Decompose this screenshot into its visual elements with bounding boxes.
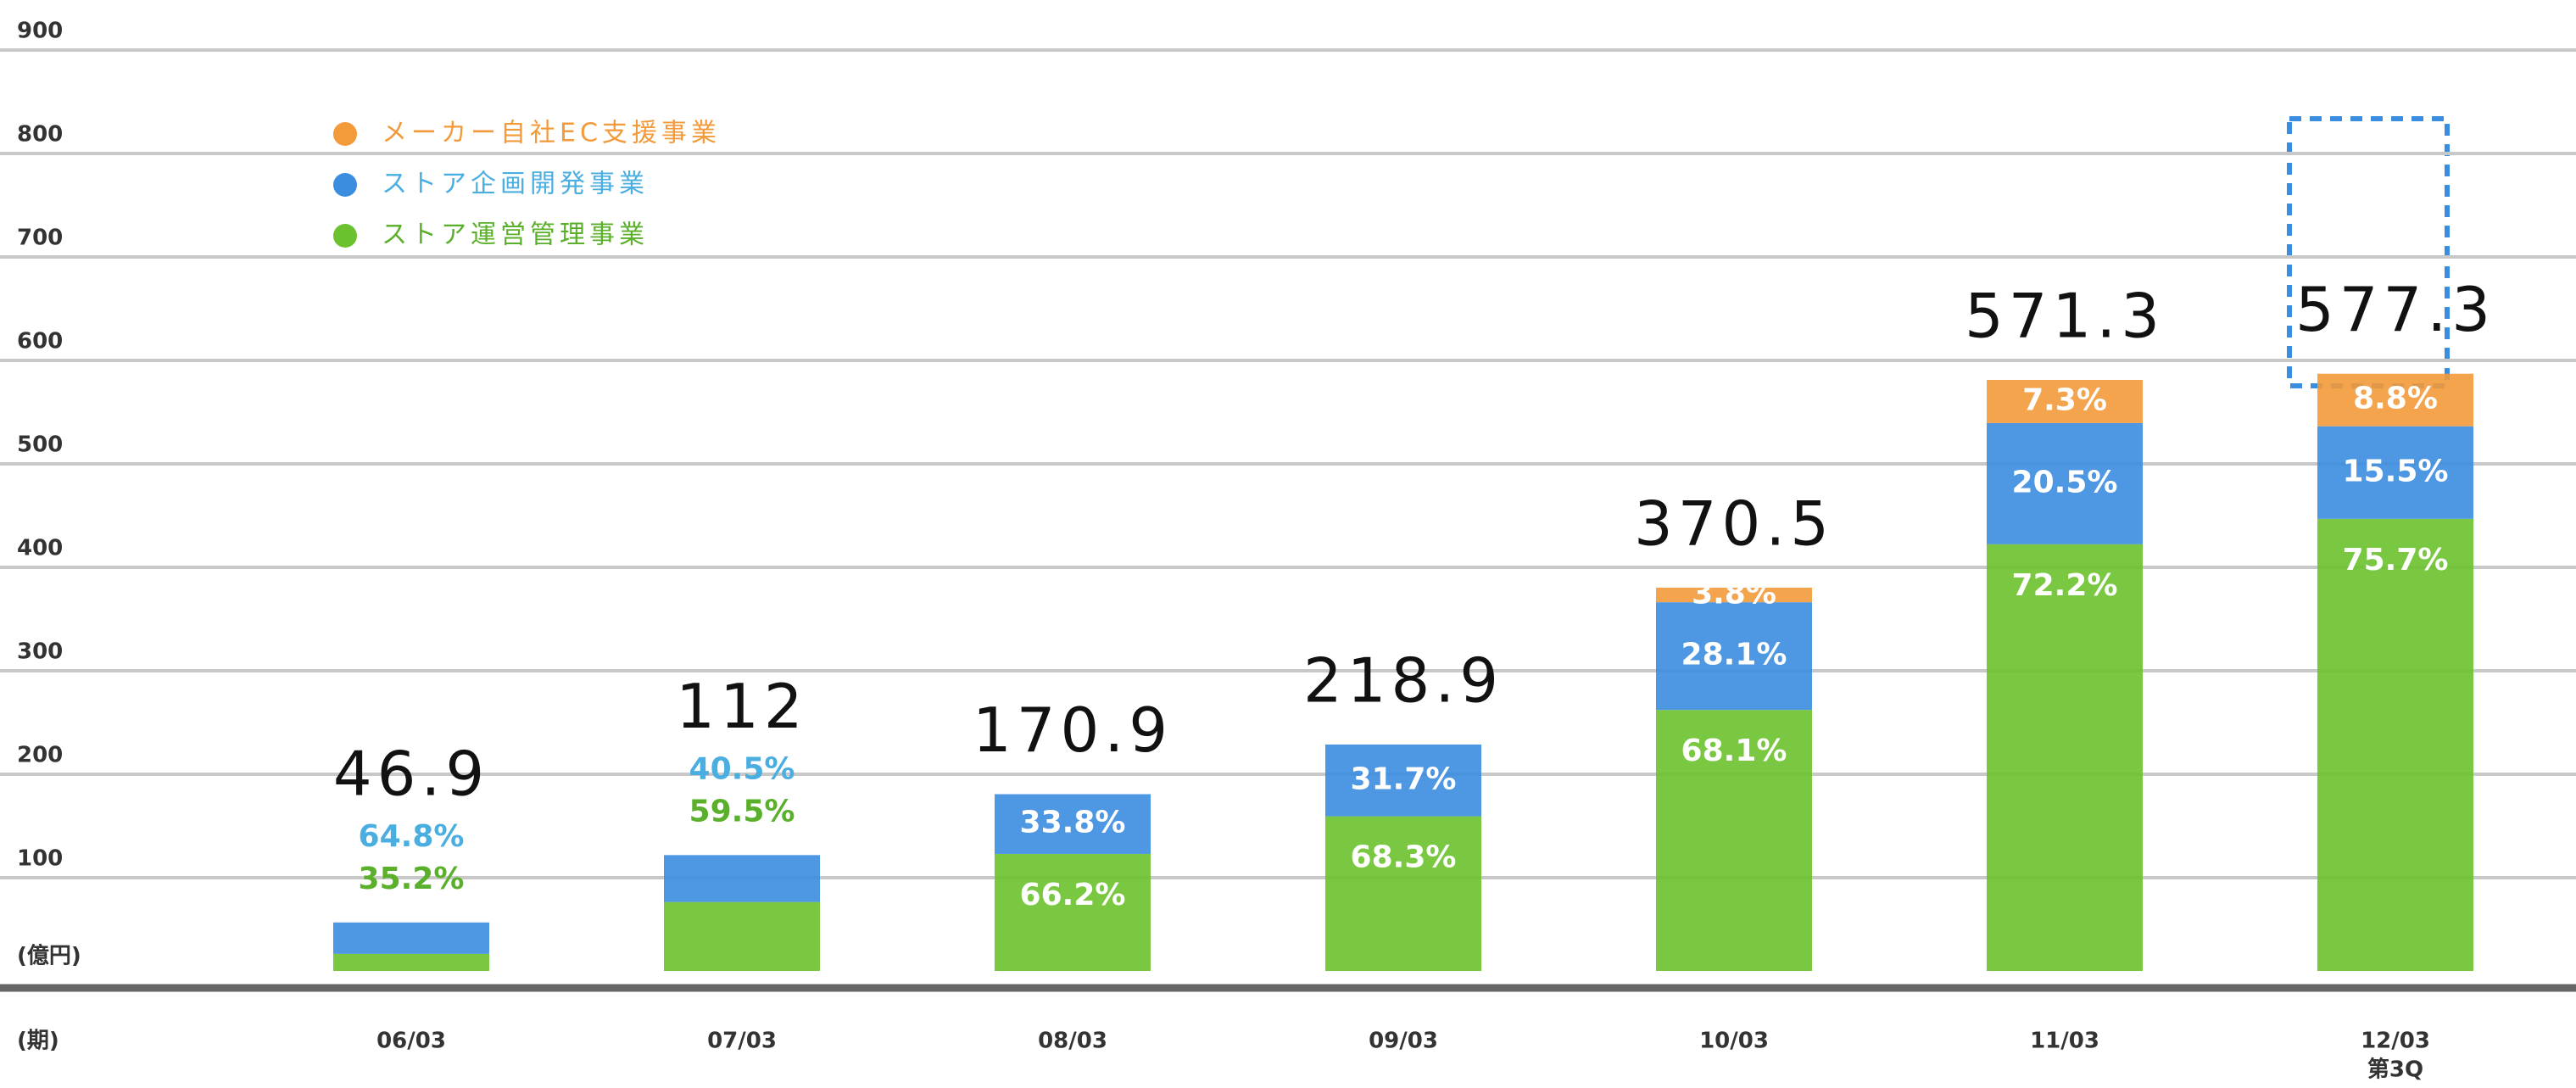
- legend-marker: [333, 173, 357, 197]
- legend-label: メーカー自社EC支援事業: [382, 119, 721, 148]
- bar-segment: [1325, 816, 1481, 971]
- bar-segment: [1987, 422, 2143, 544]
- y-tick-label: 300: [17, 639, 63, 665]
- total-label: 571.3: [1965, 281, 2165, 352]
- x-tick-label: 06/03: [376, 1029, 446, 1054]
- y-tick-label: 500: [17, 432, 63, 458]
- bar-segment: [1656, 602, 1812, 711]
- value-label: 8.8%: [2353, 382, 2438, 416]
- y-tick-label: 200: [17, 743, 63, 768]
- bar-segment: [1987, 544, 2143, 971]
- x-tick-label: 07/03: [707, 1029, 777, 1054]
- value-label: 59.5%: [689, 794, 795, 829]
- bar-segment: [333, 922, 489, 954]
- bar-segment: [2317, 426, 2473, 519]
- value-label: 66.2%: [1020, 878, 1126, 912]
- value-label: 20.5%: [2012, 465, 2118, 499]
- x-tick-label: 12/03: [2361, 1029, 2430, 1054]
- total-label: 218.9: [1303, 644, 1503, 716]
- value-label: 33.8%: [1020, 806, 1126, 840]
- x-tick-label: 08/03: [1038, 1029, 1107, 1054]
- y-tick-label: 600: [17, 329, 63, 354]
- y-tick-label: 100: [17, 846, 63, 872]
- total-label: 46.9: [333, 738, 489, 809]
- legend-marker: [333, 224, 357, 248]
- value-label: 28.1%: [1681, 638, 1787, 672]
- bar-segment: [333, 953, 489, 971]
- bar-segment: [2317, 518, 2473, 971]
- value-label: 72.2%: [2012, 568, 2118, 603]
- bar-segment: [1656, 710, 1812, 971]
- value-label: 40.5%: [689, 751, 795, 786]
- bar-segment: [995, 794, 1151, 854]
- value-label: 7.3%: [2022, 382, 2107, 417]
- legend-marker: [333, 122, 357, 146]
- value-label: 68.1%: [1681, 734, 1787, 768]
- bar-segment: [664, 901, 820, 971]
- y-tick-label: 800: [17, 122, 63, 148]
- y-tick-label: 900: [17, 19, 63, 44]
- bar-segment: [2317, 373, 2473, 427]
- y-tick-label: 400: [17, 536, 63, 561]
- value-label: 15.5%: [2343, 454, 2449, 488]
- legend-label: ストア企画開発事業: [382, 170, 649, 199]
- total-label: 112: [676, 671, 807, 742]
- bar-segment: [995, 853, 1151, 971]
- bar-segment: [1656, 587, 1812, 603]
- value-label: 3.8%: [1692, 577, 1776, 611]
- x-axis-label: (期): [17, 1029, 59, 1054]
- x-tick-label: 10/03: [1699, 1029, 1769, 1054]
- bar-segment: [664, 855, 820, 902]
- x-tick-label: 11/03: [2030, 1029, 2099, 1054]
- total-label: 370.5: [1634, 488, 1834, 560]
- forecast-box: [2287, 116, 2450, 388]
- value-label: 68.3%: [1351, 840, 1457, 875]
- y-unit-label: (億円): [17, 944, 81, 969]
- bar-segment: [1325, 744, 1481, 817]
- value-label: 64.8%: [359, 819, 465, 854]
- y-tick-label: 700: [17, 226, 63, 251]
- x-tick-note: 第3Q: [2367, 1057, 2423, 1083]
- bar-segment: [1987, 380, 2143, 423]
- x-tick-label: 09/03: [1369, 1029, 1438, 1054]
- total-label: 577.3: [2295, 274, 2495, 345]
- value-label: 75.7%: [2343, 543, 2449, 577]
- value-label: 35.2%: [359, 862, 465, 896]
- value-label: 31.7%: [1351, 762, 1457, 796]
- total-label: 170.9: [973, 695, 1173, 766]
- legend-label: ストア運営管理事業: [382, 220, 649, 250]
